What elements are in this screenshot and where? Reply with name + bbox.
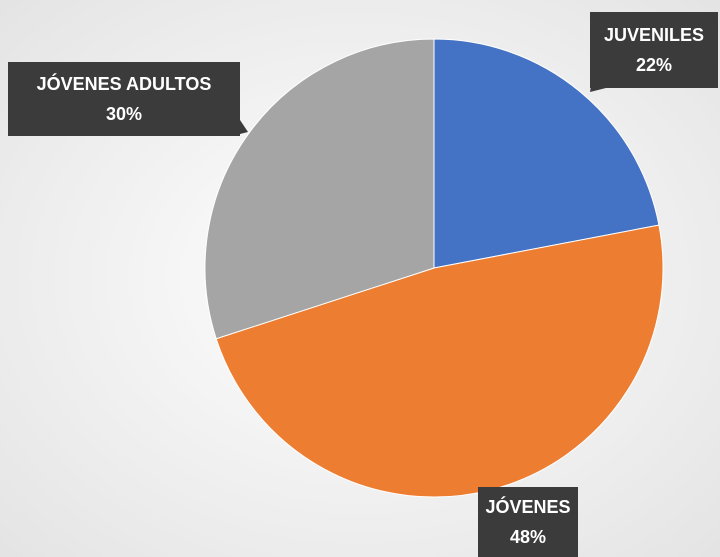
category-label: JÓVENES ADULTOS (37, 73, 212, 94)
pie-slice (433, 38, 660, 269)
callout-box (590, 12, 718, 88)
callout-pointer (240, 120, 248, 134)
value-label: 30% (106, 104, 142, 124)
callout-box (8, 62, 240, 136)
value-label: 48% (510, 527, 546, 547)
pie-slice (204, 38, 435, 340)
callout-pointer (478, 488, 492, 496)
callout-box (478, 487, 578, 557)
category-label: JÓVENES (485, 496, 570, 517)
category-label: JUVENILES (604, 25, 704, 45)
callout-pointer (590, 80, 606, 92)
value-label: 22% (636, 55, 672, 75)
